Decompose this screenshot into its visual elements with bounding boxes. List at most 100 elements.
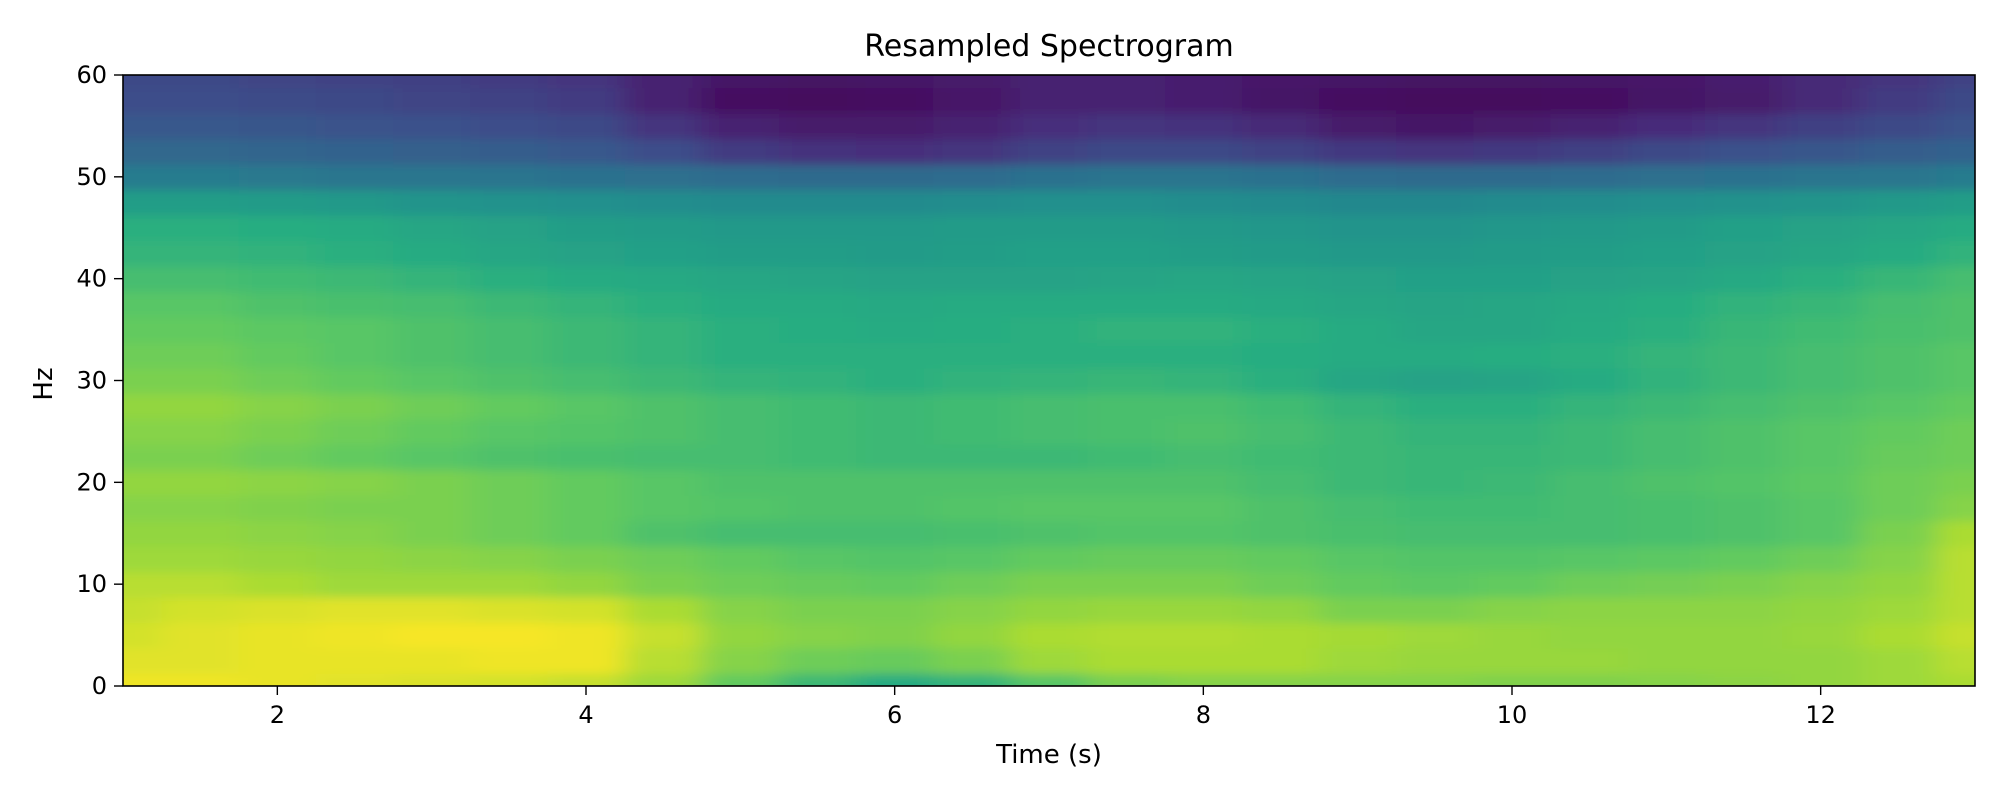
heatmap-cell xyxy=(1396,266,1474,292)
heatmap-cell xyxy=(933,521,1011,547)
heatmap-cell xyxy=(393,164,471,190)
heatmap-cell xyxy=(1165,419,1243,445)
heatmap-cell xyxy=(625,444,703,470)
heatmap-cell xyxy=(393,419,471,445)
heatmap-cell xyxy=(1088,546,1166,572)
heatmap-cell xyxy=(702,470,780,496)
heatmap-cell xyxy=(547,470,625,496)
heatmap-cell xyxy=(162,139,240,165)
heatmap-cell xyxy=(625,368,703,394)
heatmap-cell xyxy=(1551,139,1629,165)
heatmap-cell xyxy=(933,164,1011,190)
heatmap-cell xyxy=(779,393,857,419)
heatmap-cell xyxy=(547,521,625,547)
heatmap-cell xyxy=(1782,597,1860,623)
heatmap-cell xyxy=(1396,317,1474,343)
heatmap-cell xyxy=(1628,190,1706,216)
heatmap-cell xyxy=(547,291,625,317)
heatmap-cell xyxy=(779,164,857,190)
heatmap-cell xyxy=(393,444,471,470)
heatmap-cell xyxy=(1242,393,1320,419)
heatmap-cell xyxy=(470,571,548,597)
heatmap-cell xyxy=(933,622,1011,648)
heatmap-cell xyxy=(1088,291,1166,317)
heatmap-cell xyxy=(1165,648,1243,674)
heatmap-cell xyxy=(1473,597,1551,623)
heatmap-cell xyxy=(625,215,703,241)
heatmap-cell xyxy=(625,521,703,547)
heatmap-cell xyxy=(1859,240,1937,266)
heatmap-cell xyxy=(1473,419,1551,445)
heatmap-cell xyxy=(1551,190,1629,216)
heatmap-cell xyxy=(702,215,780,241)
heatmap-cell xyxy=(162,393,240,419)
heatmap-cell xyxy=(1396,622,1474,648)
heatmap-cell xyxy=(1010,266,1088,292)
heatmap-cell xyxy=(1628,571,1706,597)
heatmap-cell xyxy=(470,139,548,165)
y-axis: 0 10 20 30 40 50 60 xyxy=(76,61,123,700)
x-tick-label: 12 xyxy=(1805,701,1836,729)
heatmap-cell xyxy=(1936,419,2000,445)
heatmap-cell xyxy=(1936,648,2000,674)
heatmap-cell xyxy=(1319,622,1397,648)
heatmap-cell xyxy=(1010,470,1088,496)
heatmap-cell xyxy=(1010,88,1088,114)
heatmap-cell xyxy=(1551,470,1629,496)
heatmap-cell xyxy=(1088,571,1166,597)
heatmap-cell xyxy=(1473,113,1551,139)
heatmap-cell xyxy=(856,190,934,216)
heatmap-cell xyxy=(1319,521,1397,547)
heatmap-cell xyxy=(1936,393,2000,419)
heatmap-cell xyxy=(1782,368,1860,394)
heatmap-cell xyxy=(625,291,703,317)
heatmap-cell xyxy=(162,597,240,623)
heatmap-cell xyxy=(316,342,394,368)
heatmap-cell xyxy=(1165,571,1243,597)
heatmap-cell xyxy=(1473,622,1551,648)
heatmap-cell xyxy=(1242,521,1320,547)
heatmap-cell xyxy=(1396,368,1474,394)
heatmap-cell xyxy=(1859,88,1937,114)
heatmap-cell xyxy=(162,546,240,572)
heatmap-cell xyxy=(470,648,548,674)
heatmap-cell xyxy=(1088,470,1166,496)
heatmap-cell xyxy=(1165,546,1243,572)
heatmap-cell xyxy=(1782,495,1860,521)
heatmap-cell xyxy=(316,139,394,165)
heatmap-cell xyxy=(547,495,625,521)
heatmap-cell xyxy=(702,139,780,165)
heatmap-cell xyxy=(1165,368,1243,394)
heatmap-cell xyxy=(162,419,240,445)
heatmap-cell xyxy=(1010,139,1088,165)
heatmap-cell xyxy=(1165,622,1243,648)
heatmap-cell xyxy=(1319,368,1397,394)
heatmap-cell xyxy=(239,88,317,114)
heatmap-cell xyxy=(1782,240,1860,266)
heatmap-cell xyxy=(239,393,317,419)
heatmap-cell xyxy=(162,215,240,241)
heatmap-cell xyxy=(239,139,317,165)
heatmap-cell xyxy=(1165,291,1243,317)
heatmap-cell xyxy=(316,113,394,139)
heatmap-cell xyxy=(1319,648,1397,674)
heatmap-cell xyxy=(1242,240,1320,266)
heatmap-cell xyxy=(1705,139,1783,165)
heatmap-cell xyxy=(1010,622,1088,648)
heatmap-cell xyxy=(1242,266,1320,292)
heatmap-cell xyxy=(1473,139,1551,165)
heatmap-cell xyxy=(625,190,703,216)
heatmap-cell xyxy=(1319,597,1397,623)
heatmap-cell xyxy=(316,648,394,674)
heatmap-cell xyxy=(779,88,857,114)
heatmap-cell xyxy=(1088,164,1166,190)
heatmap-cell xyxy=(1551,597,1629,623)
heatmap-cell xyxy=(1165,88,1243,114)
heatmap-cell xyxy=(1242,88,1320,114)
heatmap-cell xyxy=(702,164,780,190)
x-axis-label: Time (s) xyxy=(995,740,1102,770)
heatmap-cell xyxy=(779,215,857,241)
heatmap-cell xyxy=(470,393,548,419)
heatmap-cell xyxy=(1782,444,1860,470)
heatmap-cell xyxy=(393,215,471,241)
